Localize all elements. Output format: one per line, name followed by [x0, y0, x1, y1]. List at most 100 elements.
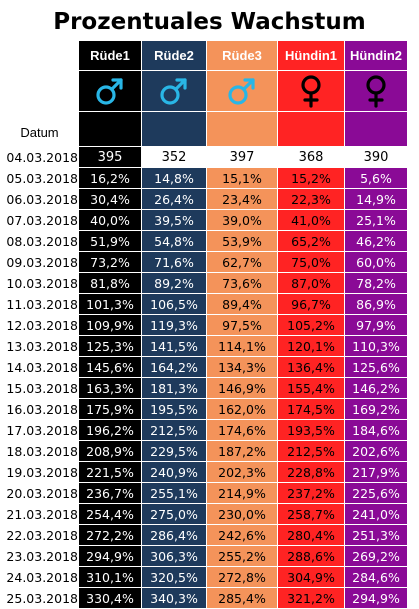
column-header: Rüde3: [206, 40, 278, 71]
growth-value-cell: 81,8%: [78, 272, 142, 294]
growth-value-cell: 284,6%: [344, 566, 408, 588]
date-cell: 08.03.2018: [0, 230, 79, 252]
growth-value-cell: 241,0%: [344, 503, 408, 525]
growth-value-cell: 174,6%: [206, 419, 278, 441]
growth-value-cell: 65,2%: [277, 230, 345, 252]
growth-value-cell: 15,2%: [277, 167, 345, 189]
growth-value-cell: 330,4%: [78, 587, 142, 609]
table-row: 05.03.2018 16,2% 14,8% 15,1% 15,2% 5,6%: [0, 167, 408, 189]
growth-value-cell: 14,9%: [344, 188, 408, 210]
growth-value-cell: 184,6%: [344, 419, 408, 441]
growth-value-cell: 169,2%: [344, 398, 408, 420]
spacer-cell: [78, 111, 142, 147]
growth-value-cell: 89,2%: [141, 272, 207, 294]
date-cell: 09.03.2018: [0, 251, 79, 273]
spacer-cell: [141, 111, 207, 147]
growth-value-cell: 125,3%: [78, 335, 142, 357]
date-cell: 13.03.2018: [0, 335, 79, 357]
growth-value-cell: 51,9%: [78, 230, 142, 252]
date-cell: 23.03.2018: [0, 545, 79, 567]
column-header: Hündin2: [344, 40, 408, 71]
growth-value-cell: 71,6%: [141, 251, 207, 273]
column-header: Hündin1: [277, 40, 345, 71]
growth-value-cell: 229,5%: [141, 440, 207, 462]
growth-value-cell: 46,2%: [344, 230, 408, 252]
table-row: 08.03.2018 51,9% 54,8% 53,9% 65,2% 46,2%: [0, 230, 408, 252]
growth-value-cell: 146,9%: [206, 377, 278, 399]
growth-value-cell: 195,5%: [141, 398, 207, 420]
growth-value-cell: 141,5%: [141, 335, 207, 357]
growth-value-cell: 78,2%: [344, 272, 408, 294]
date-cell: 16.03.2018: [0, 398, 79, 420]
page-title: Prozentuales Wachstum: [53, 9, 366, 35]
growth-value-cell: 304,9%: [277, 566, 345, 588]
growth-value-cell: 164,2%: [141, 356, 207, 378]
baseline-value-cell: 390: [344, 146, 408, 168]
growth-value-cell: 258,7%: [277, 503, 345, 525]
table-row: 09.03.2018 73,2% 71,6% 62,7% 75,0% 60,0%: [0, 251, 408, 273]
growth-value-cell: 120,1%: [277, 335, 345, 357]
growth-value-cell: 230,0%: [206, 503, 278, 525]
growth-value-cell: 53,9%: [206, 230, 278, 252]
date-cell: 11.03.2018: [0, 293, 79, 315]
table-row: 16.03.2018 175,9% 195,5% 162,0% 174,5% 169,2%: [0, 398, 408, 420]
growth-value-cell: 214,9%: [206, 482, 278, 504]
growth-value-cell: 272,8%: [206, 566, 278, 588]
growth-value-cell: 187,2%: [206, 440, 278, 462]
growth-value-cell: 225,6%: [344, 482, 408, 504]
growth-value-cell: 110,3%: [344, 335, 408, 357]
growth-value-cell: 288,6%: [277, 545, 345, 567]
date-cell: 14.03.2018: [0, 356, 79, 378]
growth-value-cell: 75,0%: [277, 251, 345, 273]
growth-value-cell: 285,4%: [206, 587, 278, 609]
column-header: Rüde1: [78, 40, 142, 71]
growth-value-cell: 109,9%: [78, 314, 142, 336]
growth-value-cell: 306,3%: [141, 545, 207, 567]
growth-table: Datum Rüde1 Rüde2 Rüde3 Hündin1 Hündin2 04.03.…: [0, 40, 408, 609]
growth-value-cell: 125,6%: [344, 356, 408, 378]
growth-value-cell: 101,3%: [78, 293, 142, 315]
growth-value-cell: 16,2%: [78, 167, 142, 189]
growth-value-cell: 228,8%: [277, 461, 345, 483]
table-row: 18.03.2018 208,9% 229,5% 187,2% 212,5% 202,6%: [0, 440, 408, 462]
female-symbol-icon: [277, 70, 345, 112]
growth-value-cell: 97,5%: [206, 314, 278, 336]
growth-value-cell: 119,3%: [141, 314, 207, 336]
header-row: Datum Rüde1 Rüde2 Rüde3 Hündin1 Hündin2: [0, 40, 408, 147]
growth-value-cell: 275,0%: [141, 503, 207, 525]
growth-value-cell: 22,3%: [277, 188, 345, 210]
growth-value-cell: 175,9%: [78, 398, 142, 420]
female-symbol-icon: [344, 70, 408, 112]
growth-value-cell: 41,0%: [277, 209, 345, 231]
growth-value-cell: 23,4%: [206, 188, 278, 210]
date-cell: 06.03.2018: [0, 188, 79, 210]
table-row: 04.03.2018 395 352 397 368 390: [0, 146, 408, 168]
table-row: 12.03.2018 109,9% 119,3% 97,5% 105,2% 97,9%: [0, 314, 408, 336]
date-cell: 10.03.2018: [0, 272, 79, 294]
growth-value-cell: 97,9%: [344, 314, 408, 336]
growth-value-cell: 236,7%: [78, 482, 142, 504]
table-row: 07.03.2018 40,0% 39,5% 39,0% 41,0% 25,1%: [0, 209, 408, 231]
table-row: 21.03.2018 254,4% 275,0% 230,0% 258,7% 241,0%: [0, 503, 408, 525]
icon-row: [1, 70, 408, 112]
growth-value-cell: 294,9%: [78, 545, 142, 567]
table-row: 25.03.2018 330,4% 340,3% 285,4% 321,2% 294,9%: [0, 587, 408, 609]
growth-value-cell: 5,6%: [344, 167, 408, 189]
growth-value-cell: 73,2%: [78, 251, 142, 273]
growth-value-cell: 15,1%: [206, 167, 278, 189]
growth-value-cell: 321,2%: [277, 587, 345, 609]
growth-value-cell: 54,8%: [141, 230, 207, 252]
growth-value-cell: 146,2%: [344, 377, 408, 399]
table-row: 23.03.2018 294,9% 306,3% 255,2% 288,6% 269,2%: [0, 545, 408, 567]
date-cell: 22.03.2018: [0, 524, 79, 546]
spacer-cell: [277, 111, 345, 147]
growth-value-cell: 14,8%: [141, 167, 207, 189]
growth-value-cell: 208,9%: [78, 440, 142, 462]
date-cell: 15.03.2018: [0, 377, 79, 399]
date-cell: 20.03.2018: [0, 482, 79, 504]
growth-value-cell: 242,6%: [206, 524, 278, 546]
growth-value-cell: 114,1%: [206, 335, 278, 357]
table-row: 17.03.2018 196,2% 212,5% 174,6% 193,5% 184,6%: [0, 419, 408, 441]
date-cell: 19.03.2018: [0, 461, 79, 483]
growth-value-cell: 134,3%: [206, 356, 278, 378]
